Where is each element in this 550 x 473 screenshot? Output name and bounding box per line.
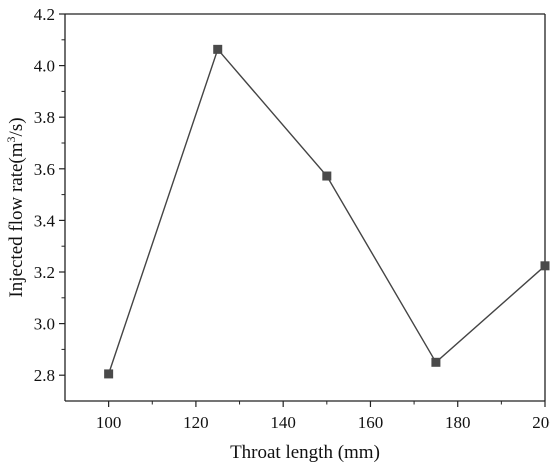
series-line bbox=[107, 47, 546, 375]
x-axis-title: Throat length (mm) bbox=[230, 442, 380, 463]
x-tick-label: 200 bbox=[532, 413, 550, 432]
data-point-marker bbox=[431, 357, 441, 367]
x-tick-label: 160 bbox=[358, 413, 384, 432]
y-tick-label: 3.6 bbox=[34, 160, 55, 179]
y-tick-label: 4.2 bbox=[34, 5, 55, 24]
y-axis-title-superscript: 3 bbox=[4, 136, 18, 142]
data-point-marker bbox=[540, 261, 550, 271]
data-point-marker bbox=[322, 171, 332, 181]
y-tick-label: 4.0 bbox=[34, 57, 55, 76]
data-point-marker bbox=[213, 44, 223, 54]
y-axis-title-tail: /s) bbox=[6, 117, 27, 136]
y-tick-label: 3.8 bbox=[34, 108, 55, 127]
data-series bbox=[104, 44, 550, 379]
y-axis-title-main: Injected flow rate(m bbox=[6, 142, 27, 297]
plot-frame bbox=[64, 13, 546, 402]
y-axis-title: Injected flow rate(m3/s) bbox=[4, 117, 27, 297]
x-tick-label: 120 bbox=[183, 413, 209, 432]
x-tick-label: 140 bbox=[270, 413, 296, 432]
y-tick-label: 3.0 bbox=[34, 315, 55, 334]
x-tick-label: 100 bbox=[96, 413, 122, 432]
y-tick-label: 2.8 bbox=[34, 366, 55, 385]
x-tick-label: 180 bbox=[445, 413, 471, 432]
y-tick-label: 3.4 bbox=[34, 211, 56, 230]
y-axis-ticks: 2.8 3.0 3.2 3.4 3.6 3.8 4.0 4.2 bbox=[34, 5, 65, 385]
y-tick-label: 3.2 bbox=[34, 263, 55, 282]
x-axis-ticks: 100 120 140 160 180 200 bbox=[96, 401, 550, 432]
data-point-marker bbox=[104, 369, 114, 379]
